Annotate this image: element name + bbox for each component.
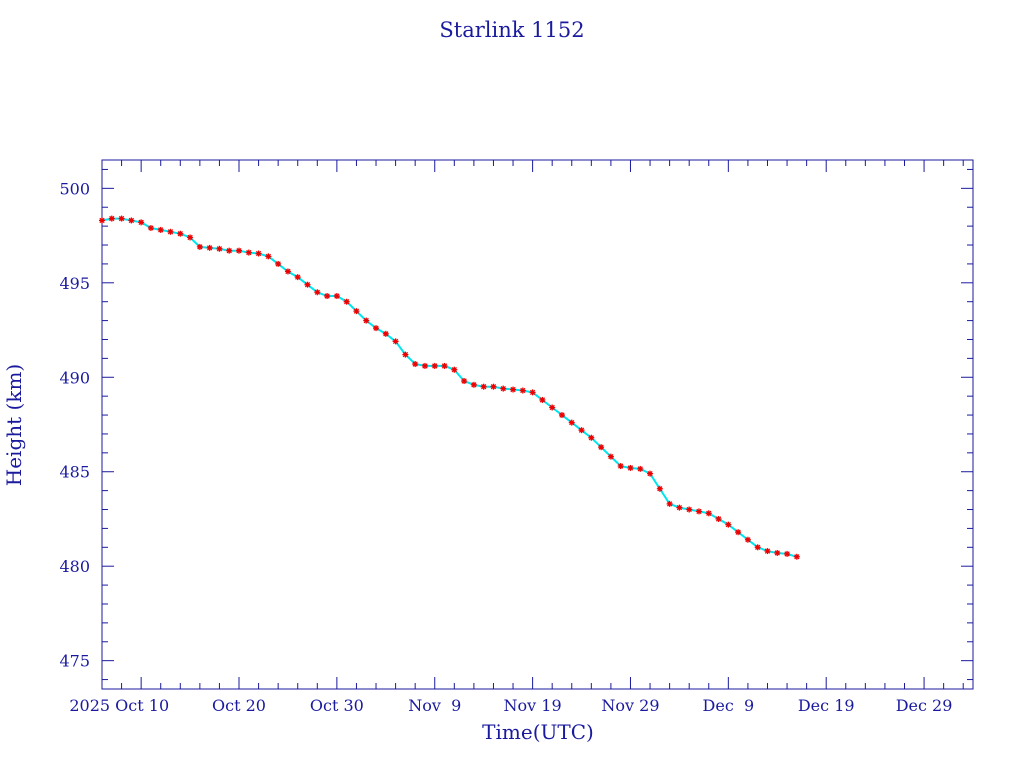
y-tick-label: 475 xyxy=(59,652,90,671)
data-point xyxy=(402,351,409,358)
y-tick-label: 490 xyxy=(59,368,90,387)
data-point xyxy=(793,553,800,560)
x-tick-label: Nov 9 xyxy=(408,696,461,715)
data-point xyxy=(373,325,380,332)
data-point xyxy=(490,383,497,390)
axis-tick-labels: 2025 Oct 10 Oct 20 Oct 30 Nov 9 Nov 19 Nov 29… xyxy=(59,179,952,715)
data-point xyxy=(108,215,115,222)
data-point xyxy=(167,228,174,235)
data-point xyxy=(284,268,291,275)
x-tick-label: Nov 29 xyxy=(601,696,659,715)
data-point xyxy=(245,249,252,256)
data-point xyxy=(314,289,321,296)
data-point xyxy=(147,225,154,232)
x-axis-label: Time(UTC) xyxy=(482,720,594,744)
data-point xyxy=(695,508,702,515)
axis-ticks xyxy=(101,160,973,689)
data-point xyxy=(686,506,693,513)
x-tick-label: Dec 9 xyxy=(703,696,755,715)
data-point xyxy=(382,330,389,337)
series-markers xyxy=(99,215,800,560)
data-point xyxy=(118,215,125,222)
x-tick-label: 2025 Oct 10 xyxy=(69,696,169,715)
data-point xyxy=(392,338,399,345)
data-point xyxy=(676,504,683,511)
data-point xyxy=(754,544,761,551)
data-point xyxy=(715,515,722,522)
data-point xyxy=(138,219,145,226)
data-point xyxy=(578,427,585,434)
x-tick-label: Oct 20 xyxy=(212,696,266,715)
data-point xyxy=(480,383,487,390)
data-point xyxy=(441,362,448,369)
data-point xyxy=(735,529,742,536)
data-point xyxy=(128,217,135,224)
chart-title: Starlink 1152 xyxy=(439,18,584,42)
data-point xyxy=(500,385,507,392)
y-tick-label: 485 xyxy=(59,463,90,482)
data-point xyxy=(725,521,732,528)
data-point xyxy=(588,434,595,441)
data-point xyxy=(656,485,663,492)
data-point xyxy=(774,549,781,556)
data-point xyxy=(529,389,536,396)
y-tick-label: 500 xyxy=(59,179,90,198)
series-line xyxy=(101,217,798,558)
data-point xyxy=(461,378,468,385)
data-point xyxy=(784,550,791,557)
data-point xyxy=(519,387,526,394)
data-point xyxy=(617,463,624,470)
data-point xyxy=(627,464,634,471)
data-point xyxy=(206,244,213,251)
data-point xyxy=(510,386,517,393)
data-point xyxy=(236,247,243,254)
y-tick-label: 480 xyxy=(59,557,90,576)
data-point xyxy=(363,317,370,324)
data-point xyxy=(196,243,203,250)
plot-frame xyxy=(101,159,974,690)
data-point xyxy=(157,226,164,233)
data-point xyxy=(99,217,105,224)
data-point xyxy=(421,362,428,369)
x-tick-label: Dec 29 xyxy=(896,696,953,715)
data-point xyxy=(744,536,751,543)
data-point xyxy=(216,245,223,252)
data-point xyxy=(607,453,614,460)
data-point xyxy=(333,293,340,300)
data-point xyxy=(353,308,360,315)
data-point xyxy=(451,366,458,373)
data-point xyxy=(187,234,194,241)
data-point xyxy=(177,230,184,237)
data-point xyxy=(647,470,654,477)
x-tick-label: Nov 19 xyxy=(504,696,562,715)
data-point xyxy=(666,500,673,507)
data-point xyxy=(343,298,350,305)
data-point xyxy=(705,510,712,517)
data-point xyxy=(539,396,546,403)
x-tick-label: Dec 19 xyxy=(798,696,855,715)
data-point xyxy=(558,412,565,419)
data-point xyxy=(412,361,419,368)
data-point xyxy=(226,247,233,254)
data-point xyxy=(255,250,262,257)
data-point xyxy=(549,404,556,411)
y-axis-label: Height (km) xyxy=(2,364,26,486)
data-point xyxy=(265,253,272,260)
data-point xyxy=(764,548,771,555)
data-point xyxy=(431,362,438,369)
data-point xyxy=(304,281,311,288)
data-point xyxy=(275,260,282,267)
x-tick-label: Oct 30 xyxy=(310,696,364,715)
data-point xyxy=(324,293,331,300)
data-point xyxy=(294,274,301,281)
data-point xyxy=(598,444,605,451)
data-point xyxy=(568,419,575,426)
data-point xyxy=(470,381,477,388)
plot-area: 2025 Oct 10 Oct 20 Oct 30 Nov 9 Nov 19 Nov 29… xyxy=(59,159,974,715)
data-point xyxy=(637,465,644,472)
y-tick-label: 495 xyxy=(59,274,90,293)
